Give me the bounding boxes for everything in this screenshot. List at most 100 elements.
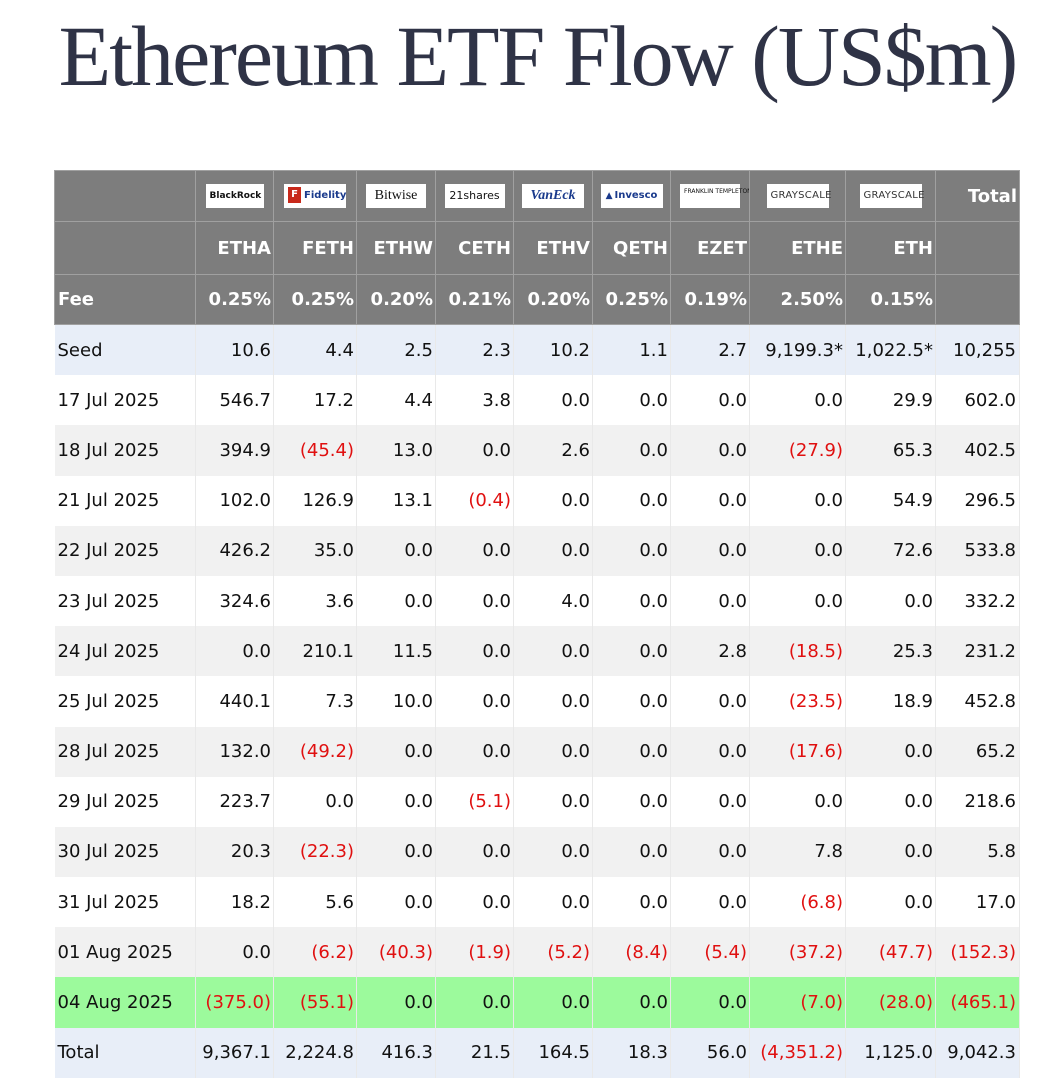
flow-cell: (17.6) <box>749 726 846 777</box>
flow-cell: (5.2) <box>513 927 593 978</box>
fee-header-row: Fee 0.25% 0.25% 0.20% 0.21% 0.20% 0.25% … <box>54 274 1020 325</box>
table-row: 28 Jul 2025 132.0 (49.2) 0.0 0.0 0.0 0.0 0.0 (17… <box>54 726 1020 777</box>
row-total-cell: 402.5 <box>935 425 1020 476</box>
flow-cell: 11.5 <box>356 626 436 677</box>
flow-cell: (40.3) <box>356 927 436 978</box>
flow-cell: 0.0 <box>195 927 274 978</box>
flow-cell: 2.8 <box>670 626 750 677</box>
flow-cell: (22.3) <box>273 826 357 878</box>
row-total-cell: 17.0 <box>935 877 1020 928</box>
flow-cell: 7.3 <box>273 676 357 727</box>
flow-cell: (37.2) <box>749 927 846 978</box>
flow-cell: (4,351.2) <box>749 1027 846 1078</box>
flow-cell: 0.0 <box>195 626 274 677</box>
flow-cell: (47.7) <box>845 927 936 978</box>
table-row: 21 Jul 2025 102.0 126.9 13.1 (0.4) 0.0 0.0 0.0 0… <box>54 475 1020 526</box>
flow-cell: 0.0 <box>670 676 750 727</box>
fidelity-logo: F Fidelity <box>284 184 346 208</box>
fee-ceth: 0.21% <box>435 274 514 325</box>
flow-cell: 0.0 <box>513 776 593 827</box>
invesco-logo: ▲ Invesco <box>600 184 663 208</box>
flow-cell: 0.0 <box>435 826 514 878</box>
21shares-logo: 21shares <box>444 184 505 208</box>
table-row: 04 Aug 2025 (375.0) (55.1) 0.0 0.0 0.0 0.0 0.0(… <box>54 977 1020 1028</box>
flow-cell: 0.0 <box>670 877 750 928</box>
flow-cell: 0.0 <box>513 726 593 777</box>
row-label: 25 Jul 2025 <box>54 676 196 727</box>
flow-cell: 0.0 <box>592 375 671 426</box>
flow-cell: (6.8) <box>749 877 846 928</box>
row-total-cell: 5.8 <box>935 826 1020 878</box>
flow-cell: 223.7 <box>195 776 274 827</box>
row-total-cell: 10,255 <box>935 324 1020 376</box>
flow-cell: 0.0 <box>670 977 750 1028</box>
flow-cell: 13.0 <box>356 425 436 476</box>
flow-cell: 0.0 <box>273 776 357 827</box>
flow-cell: 0.0 <box>592 575 671 627</box>
flow-cell: 0.0 <box>592 776 671 827</box>
flow-cell: 0.0 <box>435 877 514 928</box>
flow-cell: 35.0 <box>273 525 357 576</box>
flow-cell: 0.0 <box>435 425 514 476</box>
flow-cell: 18.3 <box>592 1027 671 1078</box>
flow-cell: 164.5 <box>513 1027 593 1078</box>
flow-cell: 54.9 <box>845 475 936 526</box>
fee-ethv: 0.20% <box>513 274 593 325</box>
flow-cell: 0.0 <box>749 475 846 526</box>
table-row: Seed 10.6 4.4 2.5 2.3 10.2 1.1 2.7 9,199.3* 1,022… <box>54 324 1020 376</box>
ticker-ezet: EZET <box>670 221 750 275</box>
flow-cell: (23.5) <box>749 676 846 727</box>
fee-label: Fee <box>54 274 196 325</box>
flow-cell: 3.6 <box>273 575 357 627</box>
row-total-cell: (152.3) <box>935 927 1020 978</box>
flow-cell: 132.0 <box>195 726 274 777</box>
flow-cell: (5.4) <box>670 927 750 978</box>
flow-cell: 0.0 <box>670 726 750 777</box>
flow-cell: 0.0 <box>435 676 514 727</box>
row-total-cell: 9,042.3 <box>935 1027 1020 1078</box>
flow-cell: 18.9 <box>845 676 936 727</box>
flow-cell: 0.0 <box>592 826 671 878</box>
flow-cell: 10.6 <box>195 324 274 376</box>
flow-cell: 2.6 <box>513 425 593 476</box>
table-row: 17 Jul 2025 546.7 17.2 4.4 3.8 0.0 0.0 0.0 0.0 29… <box>54 375 1020 426</box>
fee-eth: 0.15% <box>845 274 936 325</box>
row-label: 17 Jul 2025 <box>54 375 196 426</box>
fee-ethw: 0.20% <box>356 274 436 325</box>
flow-cell: 0.0 <box>435 726 514 777</box>
logo-header-row: BlackRock F Fidelity Bitwise 21shares Van… <box>54 170 1020 222</box>
row-total-cell: 231.2 <box>935 626 1020 677</box>
flow-cell: 546.7 <box>195 375 274 426</box>
flow-cell: (27.9) <box>749 425 846 476</box>
flow-cell: 2.3 <box>435 324 514 376</box>
flow-cell: 0.0 <box>670 475 750 526</box>
ticker-header-row: ETHA FETH ETHW CETH ETHV QETH EZET ETHE … <box>54 221 1020 275</box>
flow-cell: 1,125.0 <box>845 1027 936 1078</box>
total-column-header: Total <box>935 170 1020 222</box>
flow-cell: 0.0 <box>670 375 750 426</box>
flow-cell: 0.0 <box>356 776 436 827</box>
flow-cell: 9,199.3* <box>749 324 846 376</box>
page-title: Ethereum ETF Flow (US$m) <box>58 8 1019 104</box>
row-label: Total <box>54 1027 196 1078</box>
flow-cell: 0.0 <box>845 575 936 627</box>
flow-cell: (8.4) <box>592 927 671 978</box>
flow-cell: 0.0 <box>845 776 936 827</box>
invesco-mountain-icon: ▲ <box>605 191 613 201</box>
row-total-cell: 533.8 <box>935 525 1020 576</box>
flow-cell: 0.0 <box>592 475 671 526</box>
flow-cell: 9,367.1 <box>195 1027 274 1078</box>
row-label: 23 Jul 2025 <box>54 575 196 627</box>
flow-cell: 0.0 <box>513 475 593 526</box>
row-label: 01 Aug 2025 <box>54 927 196 978</box>
table-row: 01 Aug 2025 0.0 (6.2) (40.3) (1.9) (5.2) (8.4)… <box>54 927 1020 978</box>
row-label: 18 Jul 2025 <box>54 425 196 476</box>
table-row: 18 Jul 2025 394.9 (45.4) 13.0 0.0 2.6 0.0 0.0 (2… <box>54 425 1020 476</box>
flow-cell: 18.2 <box>195 877 274 928</box>
table-row: 30 Jul 2025 20.3 (22.3) 0.0 0.0 0.0 0.0 0.0 7.8 0… <box>54 826 1020 878</box>
flow-cell: 72.6 <box>845 525 936 576</box>
row-label: 21 Jul 2025 <box>54 475 196 526</box>
flow-cell: 13.1 <box>356 475 436 526</box>
flow-cell: 416.3 <box>356 1027 436 1078</box>
flow-cell: 0.0 <box>845 826 936 878</box>
